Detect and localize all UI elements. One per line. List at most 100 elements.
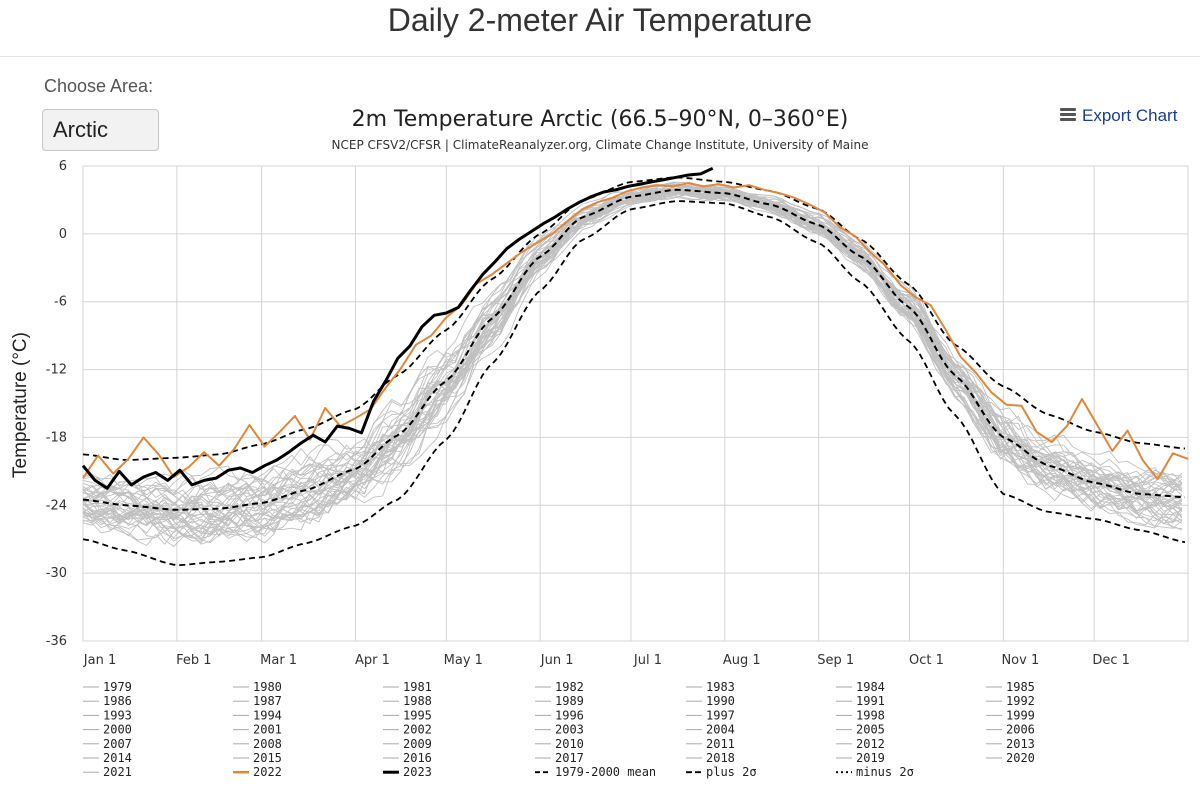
legend-item-1992[interactable]: 1992 <box>986 694 1035 708</box>
y-tick-label: -36 <box>46 634 67 649</box>
legend-item-1981[interactable]: 1981 <box>383 680 432 694</box>
axis-ticks: 6 0 -6 -12 -18 -24 -30 -36 Jan 1 Feb 1 Mar 1 Apr 1 M… <box>46 159 1130 668</box>
y-tick-label: -24 <box>46 498 67 513</box>
legend-item-2002[interactable]: 2002 <box>383 723 432 737</box>
legend-label: 2001 <box>253 723 282 737</box>
legend-item-1987[interactable]: 1987 <box>233 694 282 708</box>
legend-item-1998[interactable]: 1998 <box>836 708 885 722</box>
legend-item-2013[interactable]: 2013 <box>986 737 1035 751</box>
legend-item-2008[interactable]: 2008 <box>233 737 282 751</box>
legend-item-1980[interactable]: 1980 <box>233 680 282 694</box>
y-axis-label: Temperature (°C) <box>10 332 31 478</box>
legend-label: 1989 <box>555 694 584 708</box>
x-tick-label: Aug 1 <box>723 653 761 668</box>
legend-item-2011[interactable]: 2011 <box>686 737 735 751</box>
series-line-2021 <box>82 189 1183 530</box>
legend-label: 2007 <box>103 737 132 751</box>
series-line-1987 <box>82 189 1183 511</box>
legend-item-2005[interactable]: 2005 <box>836 723 885 737</box>
legend-item-2015[interactable]: 2015 <box>233 751 282 765</box>
legend-label: 2005 <box>856 723 885 737</box>
legend-item-1989[interactable]: 1989 <box>535 694 584 708</box>
legend-label: 2021 <box>103 765 132 779</box>
x-tick-label: May 1 <box>444 653 483 668</box>
legend-label: 1986 <box>103 694 132 708</box>
legend-item-2018[interactable]: 2018 <box>686 751 735 765</box>
legend-item-1988[interactable]: 1988 <box>383 694 432 708</box>
series-line-2003 <box>82 190 1183 527</box>
legend-item-2020[interactable]: 2020 <box>986 751 1035 765</box>
legend-item-2007[interactable]: 2007 <box>83 737 132 751</box>
legend-item-minus-2-[interactable]: minus 2σ <box>836 765 914 779</box>
series-line-2019 <box>82 190 1183 530</box>
legend-label: 1994 <box>253 708 282 722</box>
legend-label: 1979 <box>103 680 132 694</box>
legend-item-1997[interactable]: 1997 <box>686 708 735 722</box>
legend-label: 2009 <box>403 737 432 751</box>
legend-item-1979[interactable]: 1979 <box>83 680 132 694</box>
legend-label: 2013 <box>1006 737 1035 751</box>
legend-label: 2010 <box>555 737 584 751</box>
x-tick-label: Jun 1 <box>540 653 574 668</box>
legend-item-1994[interactable]: 1994 <box>233 708 282 722</box>
legend-item-2016[interactable]: 2016 <box>383 751 432 765</box>
legend-label: 1990 <box>706 694 735 708</box>
series-line-minus-2- <box>82 200 1186 567</box>
legend-item-2012[interactable]: 2012 <box>836 737 885 751</box>
legend-item-1990[interactable]: 1990 <box>686 694 735 708</box>
legend-item-2019[interactable]: 2019 <box>836 751 885 765</box>
legend-label: 2008 <box>253 737 282 751</box>
legend-item-1979-2000-mean[interactable]: 1979-2000 mean <box>535 765 656 779</box>
legend-item-2022[interactable]: 2022 <box>233 765 282 779</box>
legend-item-1996[interactable]: 1996 <box>535 708 584 722</box>
legend-item-1986[interactable]: 1986 <box>83 694 132 708</box>
chart-title: 2m Temperature Arctic (66.5–90°N, 0–360°… <box>352 107 849 132</box>
legend-item-1982[interactable]: 1982 <box>535 680 584 694</box>
legend-item-1993[interactable]: 1993 <box>83 708 132 722</box>
legend-item-1984[interactable]: 1984 <box>836 680 885 694</box>
legend-item-2003[interactable]: 2003 <box>535 723 584 737</box>
series-line-2009 <box>82 193 1182 542</box>
legend-label: 1996 <box>555 708 584 722</box>
legend-label: 1995 <box>403 708 432 722</box>
legend-item-2004[interactable]: 2004 <box>686 723 735 737</box>
chart-legend[interactable]: 1979 1980 1981 1982 1983 1984 1985 1986 1987 1988… <box>83 680 1035 779</box>
legend-item-1999[interactable]: 1999 <box>986 708 1035 722</box>
legend-item-2001[interactable]: 2001 <box>233 723 282 737</box>
y-tick-label: 0 <box>59 227 67 242</box>
series-line-2005 <box>82 187 1183 524</box>
x-tick-label: Dec 1 <box>1092 653 1130 668</box>
legend-label: 1984 <box>856 680 885 694</box>
legend-label: 2000 <box>103 723 132 737</box>
legend-item-2021[interactable]: 2021 <box>83 765 132 779</box>
export-chart-button[interactable]: Export Chart <box>1060 106 1177 128</box>
legend-item-2017[interactable]: 2017 <box>535 751 584 765</box>
series-line-plus-2- <box>82 176 1186 461</box>
series-line-2020 <box>82 181 1183 511</box>
series-line-2017 <box>82 192 1182 547</box>
series-line-2022 <box>82 182 1189 481</box>
series-line-1986 <box>82 187 1183 544</box>
legend-item-2006[interactable]: 2006 <box>986 723 1035 737</box>
legend-item-2010[interactable]: 2010 <box>535 737 584 751</box>
y-tick-label: -30 <box>46 566 67 581</box>
legend-label: 1980 <box>253 680 282 694</box>
legend-item-1991[interactable]: 1991 <box>836 694 885 708</box>
x-tick-label: Sep 1 <box>817 653 854 668</box>
legend-label: minus 2σ <box>856 765 914 779</box>
legend-item-1995[interactable]: 1995 <box>383 708 432 722</box>
legend-item-2014[interactable]: 2014 <box>83 751 132 765</box>
x-tick-label: Apr 1 <box>355 653 390 668</box>
y-tick-label: 6 <box>59 159 67 174</box>
legend-item-2023[interactable]: 2023 <box>383 765 432 779</box>
legend-item-1985[interactable]: 1985 <box>986 680 1035 694</box>
legend-item-1983[interactable]: 1983 <box>686 680 735 694</box>
plot-area <box>82 165 1189 642</box>
area-select[interactable]: Arctic <box>42 109 159 151</box>
series-line-2016 <box>82 188 1182 512</box>
x-tick-label: Nov 1 <box>1001 653 1039 668</box>
legend-item-2009[interactable]: 2009 <box>383 737 432 751</box>
legend-item-plus-2-[interactable]: plus 2σ <box>686 765 757 779</box>
legend-item-2000[interactable]: 2000 <box>83 723 132 737</box>
series-line-1994 <box>82 187 1183 512</box>
